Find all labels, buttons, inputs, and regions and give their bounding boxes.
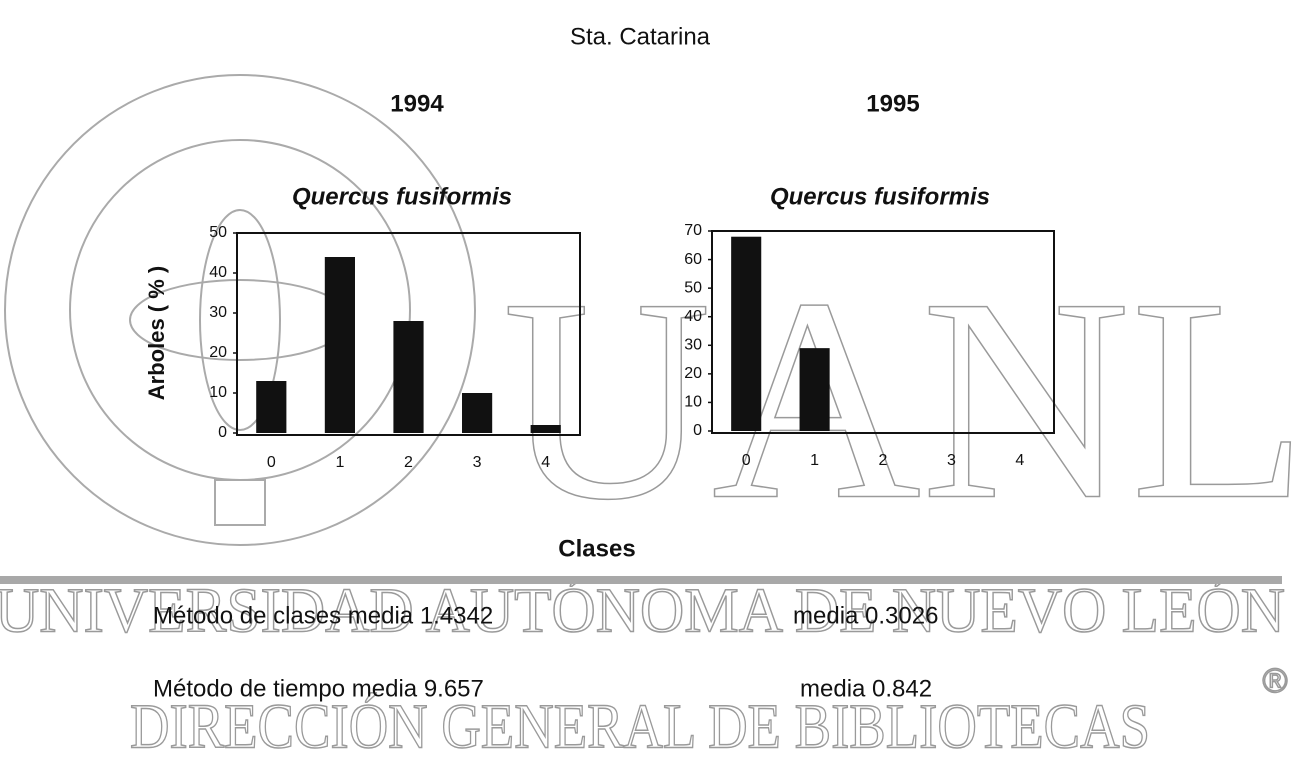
x-tick-label: 4 bbox=[541, 454, 550, 471]
bar bbox=[799, 348, 830, 431]
x-tick-label: 0 bbox=[742, 452, 751, 469]
note: Método de clases media 1.4342 bbox=[153, 602, 493, 629]
y-tick-label: 50 bbox=[684, 279, 702, 296]
seal bbox=[4, 74, 476, 546]
y-tick-label: 50 bbox=[209, 224, 227, 241]
note: media 0.842 bbox=[800, 675, 932, 702]
y-tick-label: 40 bbox=[684, 308, 702, 325]
plot-frame bbox=[236, 232, 581, 436]
y-tick-label: 10 bbox=[209, 384, 227, 401]
x-tick-label: 3 bbox=[947, 452, 956, 469]
note: Método de tiempo media 9.657 bbox=[153, 675, 484, 702]
x-tick-label: 1 bbox=[810, 452, 819, 469]
chart-title: Quercus fusiformis bbox=[292, 183, 512, 210]
page-title: Sta. Catarina bbox=[570, 23, 711, 50]
y-tick-label: 40 bbox=[209, 264, 227, 281]
y-tick-label: 30 bbox=[209, 304, 227, 321]
bar bbox=[530, 425, 561, 433]
chart-heading: 1994 bbox=[390, 90, 444, 117]
watermark-mark: ® bbox=[1262, 662, 1287, 700]
y-tick-label: 20 bbox=[209, 344, 227, 361]
watermark-line: DIRECCIÓN GENERAL DE BIBLIOTECAS bbox=[130, 691, 1150, 762]
bar bbox=[462, 393, 493, 433]
y-tick-label: 60 bbox=[684, 251, 702, 268]
x-tick-label: 1 bbox=[335, 454, 344, 471]
y-tick-label: 20 bbox=[684, 365, 702, 382]
watermark-logo: UANL bbox=[502, 239, 1298, 560]
note: media 0.3026 bbox=[793, 602, 938, 629]
y-tick-label: 10 bbox=[684, 394, 702, 411]
x-tick-label: 0 bbox=[267, 454, 276, 471]
bar bbox=[256, 381, 287, 433]
x-tick-label: 2 bbox=[879, 452, 888, 469]
watermark-line: UNIVERSIDAD AUTÓNOMA DE NUEVO LEÓN bbox=[0, 575, 1285, 646]
chart-heading: 1995 bbox=[866, 90, 919, 117]
bar bbox=[731, 236, 762, 431]
y-tick-label: 70 bbox=[684, 222, 702, 239]
chart-title: Quercus fusiformis bbox=[770, 183, 990, 210]
y-tick-label: 0 bbox=[693, 422, 702, 439]
y-tick-label: 0 bbox=[218, 424, 227, 441]
bar bbox=[324, 257, 355, 433]
rule bbox=[0, 576, 1282, 584]
y-tick-label: 30 bbox=[684, 337, 702, 354]
y-axis-label: Arboles ( % ) bbox=[144, 266, 169, 400]
x-tick-label: 3 bbox=[473, 454, 482, 471]
bar bbox=[393, 321, 424, 433]
x-tick-label: 2 bbox=[404, 454, 413, 471]
x-tick-label: 4 bbox=[1015, 452, 1024, 469]
x-axis-label: Clases bbox=[558, 535, 635, 562]
plot-frame bbox=[711, 230, 1055, 434]
